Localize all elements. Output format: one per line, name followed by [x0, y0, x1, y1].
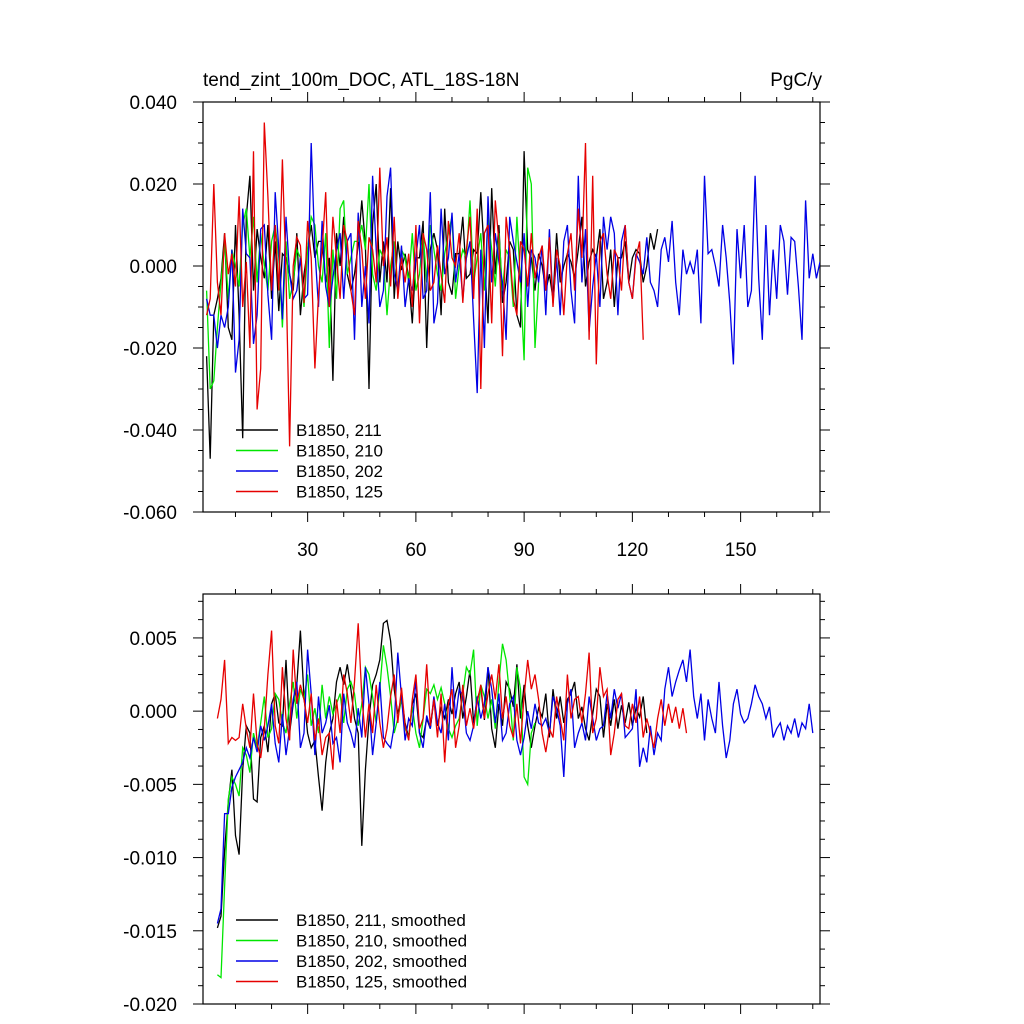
legend-label: B1850, 202 [296, 462, 383, 481]
y-tick-label: -0.020 [123, 339, 177, 360]
series-line [216, 619, 648, 929]
x-tick-label: 150 [725, 540, 757, 561]
legend-label: B1850, 210 [296, 442, 383, 461]
series-line [205, 122, 644, 447]
series-line [216, 623, 688, 770]
y-tick-label: -0.015 [123, 922, 177, 943]
y-tick-label: -0.005 [123, 775, 177, 796]
legend-label: B1850, 210, smoothed [296, 932, 467, 951]
y-tick-label: 0.000 [129, 257, 177, 278]
y-tick-label: -0.010 [123, 849, 177, 870]
x-tick-label: 30 [297, 540, 318, 561]
units-label: PgC/y [770, 70, 822, 91]
legend-label: B1850, 211, smoothed [296, 911, 466, 930]
x-tick-label: 90 [514, 540, 535, 561]
plot-frame [202, 593, 821, 1005]
x-tick-label: 120 [617, 540, 649, 561]
y-tick-label: 0.000 [129, 702, 177, 723]
y-tick-label: -0.020 [123, 995, 177, 1016]
y-tick-label: 0.040 [129, 93, 177, 114]
legend-label: B1850, 125, smoothed [296, 973, 467, 992]
y-tick-label: -0.040 [123, 421, 177, 442]
top-plot-panel: 30 60 90 120 150 0.040 0.020 0.000 -0.020 -0.040 -… [123, 92, 830, 561]
chart-title: tend_zint_100m_DOC, ATL_18S-18N [203, 70, 520, 91]
legend-label: B1850, 202, smoothed [296, 952, 467, 971]
bottom-plot-panel: 0.005 0.000 -0.005 -0.010 -0.015 -0.020 B1850,… [123, 584, 830, 1016]
legend-label: B1850, 211 [296, 421, 382, 440]
y-tick-label: 0.005 [129, 629, 177, 650]
x-tick-label: 60 [405, 540, 426, 561]
y-tick-label: 0.020 [129, 175, 177, 196]
y-tick-label: -0.060 [123, 503, 177, 524]
legend-label: B1850, 125 [296, 483, 383, 502]
